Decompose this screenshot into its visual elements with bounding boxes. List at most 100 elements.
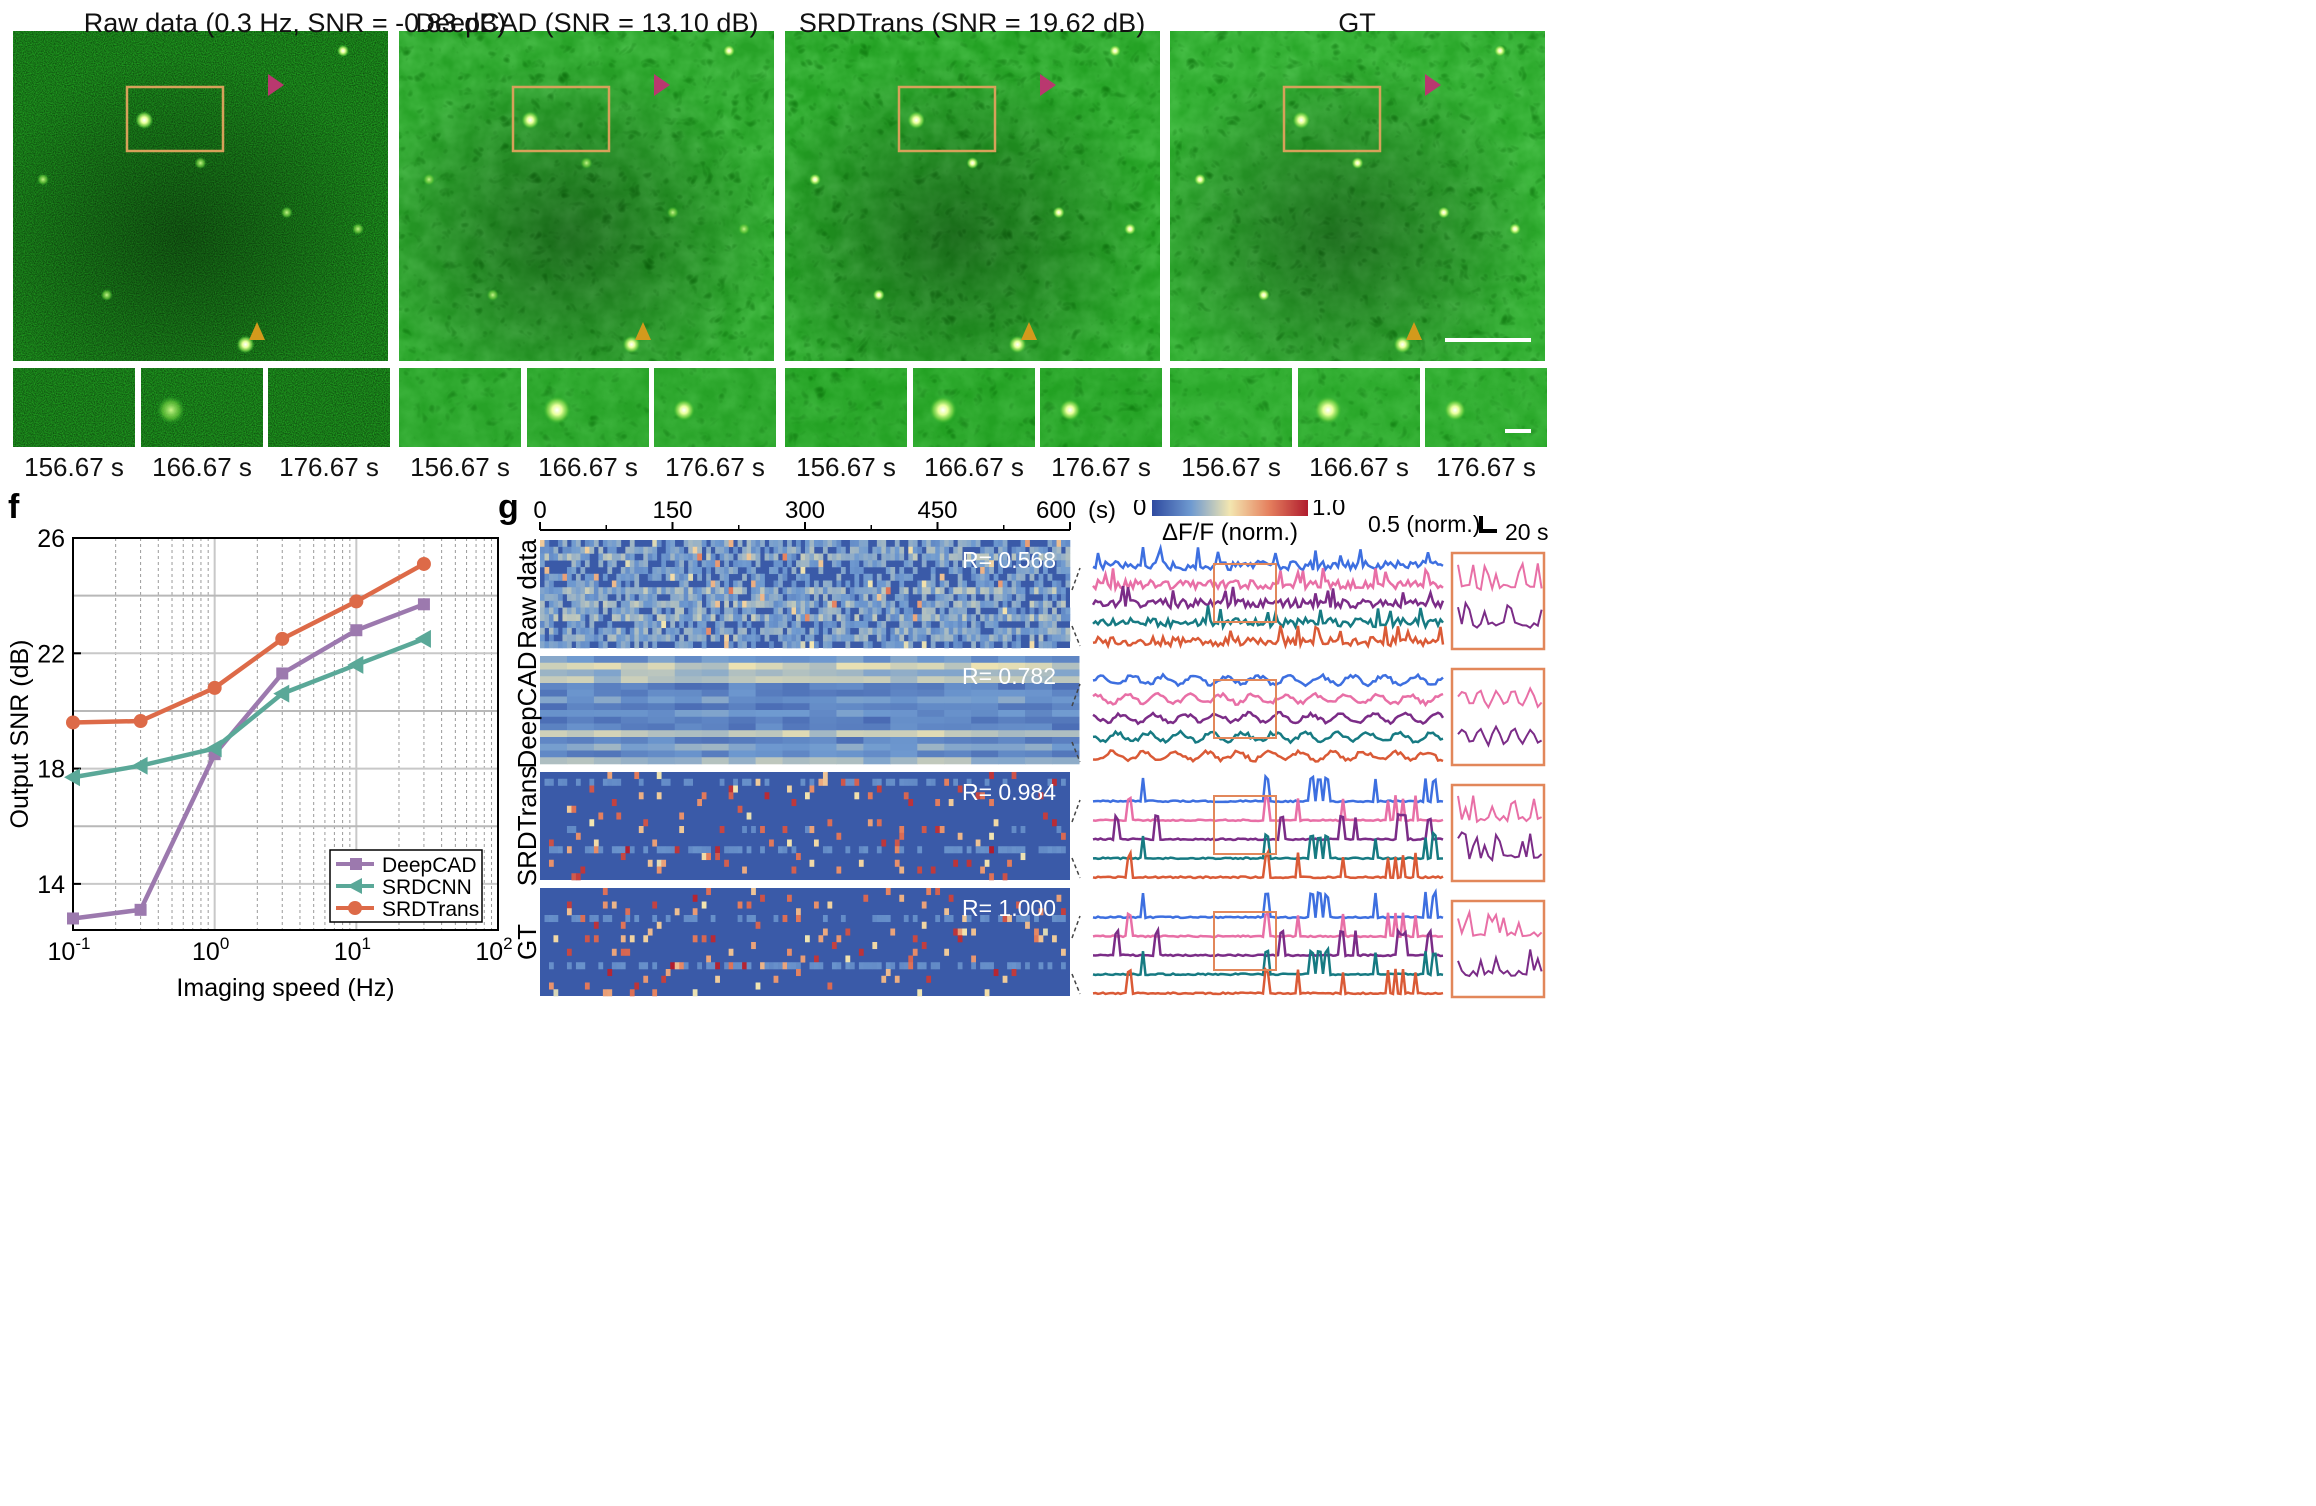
heatmap-cell [966,627,972,635]
heatmap-cell [697,634,702,642]
connector-line [1071,625,1081,647]
heatmap-cell [584,935,590,943]
heatmap-cell [737,560,743,568]
heatmap-cell [746,560,752,568]
heatmap-cell [593,846,599,854]
heatmap-cell [760,600,765,608]
heatmap-cell [1056,894,1062,902]
heatmap-cell [589,573,595,581]
heatmap-cell [710,915,716,923]
heatmap-cell [993,553,999,561]
heatmap-cell [674,669,703,677]
heatmap-cell [755,540,761,548]
heatmap-cell [1016,846,1021,854]
heatmap-cell [890,600,896,608]
heatmap-cell [827,553,833,561]
heatmap-cell [836,683,864,691]
heatmap-cell [755,573,761,581]
zoom-crop [913,368,1035,447]
heatmap-cell [638,778,644,786]
heatmap-cell [791,627,797,635]
trace-scale: 0.5 (norm.) 20 s [1368,511,1548,545]
heatmap-cell [894,859,900,867]
heatmap-cell [827,901,833,909]
heatmap-cell [769,567,774,575]
heatmap-cell [634,634,640,642]
heatmap-cell [625,607,631,615]
heatmap-cell [782,676,810,684]
x-tick-label: 10-1 [48,934,91,966]
heatmap-cell [787,894,792,902]
heatmap-cell [809,662,837,670]
heatmap-cell [701,737,730,745]
heatmap-cell [778,600,783,608]
heatmap-cell [787,948,792,956]
heatmap-cell [867,560,873,568]
heatmap-cell [728,750,757,758]
heatmap-cell [989,641,994,649]
heatmap-cell [701,853,707,861]
heatmap-cell [787,627,792,635]
heatmap-cell [782,600,788,608]
heatmap-cell [836,676,864,684]
heatmap-cell [778,627,783,635]
heatmap-cell [854,614,860,622]
legend-label: DeepCAD [382,854,477,877]
heatmap-cell [1056,614,1062,622]
heatmap-cell [836,587,842,595]
heatmap-cell [867,627,873,635]
heatmap-cell [989,553,994,561]
heatmap-cell [580,915,586,923]
heatmap-cell [917,743,945,751]
neuron-spot [1494,44,1506,57]
micro-panel-srdtrans [785,31,1162,447]
heatmap-cell [805,540,810,548]
heatmap-cell [971,757,999,765]
heatmap-figure: 0 150 300 450 600 (s) 0 1.0ΔF/F (norm.) 0.5 (nor… [512,500,1548,999]
heatmap-cell [881,553,887,561]
heatmap-cell [755,757,784,765]
heatmap-cell [733,778,738,786]
heatmap-cell [944,627,950,635]
heatmap-cell [796,540,801,548]
heatmap-cell [575,580,581,588]
heatmap-cell [890,689,918,697]
heatmap-cell [948,634,954,642]
heatmap-cell [701,750,730,758]
heatmap-cell [571,621,577,629]
connector-line [1071,741,1081,763]
heatmap-cell [1025,676,1053,684]
heatmap-cell [661,553,667,561]
heatmap-cell [688,607,694,615]
data-point [347,655,364,674]
heatmap-cell [827,634,833,642]
heatmap-cell [975,839,981,847]
heatmap-cell [674,594,680,602]
heatmap-cell [647,689,676,697]
heatmap-cell [742,573,747,581]
heatmap-cell [867,962,873,970]
heatmap-cell [634,627,640,635]
heatmap-cell [971,710,999,718]
heatmap-cell [540,710,568,718]
heatmap-cell [863,696,891,704]
heatmap-cell [944,641,950,649]
activity-trace [1092,729,1444,745]
heatmap-cell [805,594,810,602]
heatmap-cell [1034,546,1039,554]
heatmap-cell [787,839,792,847]
heatmap-cell [620,553,626,561]
series-srdtrans [66,556,431,730]
heatmap-cell [957,567,963,575]
correlation-label: R= 1.000 [962,895,1056,921]
heatmap-cell [584,607,590,615]
heatmap-cell [840,587,846,595]
heatmap-cell [912,935,918,943]
heatmap-cell [1016,641,1021,649]
heatmap-cell [930,962,936,970]
colorbar-label: ΔF/F (norm.) [1162,519,1298,546]
heatmap-cell [728,696,757,704]
heatmap-cell [1011,969,1017,977]
heatmap-cell [863,573,869,581]
heatmap-cell [773,621,779,629]
